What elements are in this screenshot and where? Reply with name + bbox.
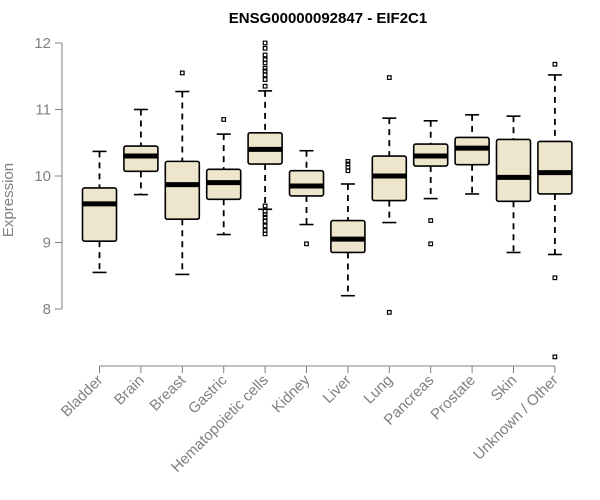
- box-group: [123, 108, 159, 196]
- box-group: [164, 70, 201, 276]
- outlier-point: [552, 354, 558, 360]
- outlier-point: [345, 161, 351, 167]
- outlier-point: [262, 52, 268, 58]
- iqr-box: [330, 219, 366, 254]
- box-group: [288, 149, 325, 247]
- x-tick-label: Brain: [111, 372, 148, 409]
- outlier-point: [262, 77, 268, 82]
- outlier-point: [221, 117, 227, 122]
- y-axis: 8 9 10 11 12: [34, 35, 63, 318]
- outlier-point: [262, 223, 268, 229]
- box-group: [537, 61, 573, 360]
- outlier-point: [262, 40, 268, 46]
- chart-title: ENSG00000092847 - EIF2C1: [229, 10, 427, 27]
- box-group: [205, 117, 242, 236]
- iqr-box: [288, 169, 325, 197]
- y-tick-label: 9: [43, 235, 51, 252]
- outlier-point: [262, 57, 268, 63]
- x-tick-label: Liver: [320, 372, 355, 407]
- y-tick-label: 12: [34, 35, 51, 52]
- x-tick-label: Bladder: [58, 372, 107, 421]
- outlier-point: [428, 241, 434, 247]
- outlier-point: [552, 275, 558, 281]
- outlier-point: [262, 45, 268, 51]
- outlier-point: [304, 241, 309, 247]
- iqr-box: [537, 140, 573, 195]
- y-tick-label: 11: [35, 102, 51, 119]
- outlier-point: [262, 68, 268, 74]
- outlier-point: [345, 158, 351, 164]
- outlier-point: [386, 75, 392, 80]
- iqr-box: [454, 136, 490, 166]
- x-tick-label: Lung: [361, 372, 397, 408]
- iqr-box: [123, 145, 159, 173]
- y-axis-title: Expression: [0, 163, 17, 237]
- outlier-point: [262, 214, 268, 220]
- outlier-point: [262, 228, 268, 233]
- outlier-point: [179, 70, 185, 76]
- boxes-layer: [81, 40, 573, 360]
- outlier-point: [262, 208, 268, 214]
- y-tick-label: 8: [43, 301, 51, 318]
- outlier-point: [552, 61, 558, 67]
- x-tick-label: Breast: [146, 371, 189, 414]
- outlier-point: [262, 203, 268, 209]
- box-group: [495, 115, 532, 254]
- outlier-point: [262, 65, 268, 71]
- x-tick-label: Prostate: [427, 372, 479, 424]
- iqr-box: [495, 138, 532, 203]
- box-group: [412, 120, 449, 247]
- y-tick-label: 10: [34, 168, 51, 185]
- box-group: [247, 40, 283, 237]
- x-tick-label: Kidney: [269, 371, 314, 416]
- x-tick-label: Skin: [488, 372, 521, 405]
- outlier-point: [262, 83, 268, 89]
- outlier-point: [428, 218, 434, 223]
- box-group: [371, 75, 408, 315]
- outlier-point: [262, 72, 268, 78]
- box-group: [330, 158, 366, 297]
- outlier-point: [386, 309, 392, 315]
- iqr-box: [164, 160, 201, 221]
- outlier-point: [262, 218, 268, 224]
- iqr-box: [81, 187, 118, 242]
- box-group: [81, 150, 118, 274]
- box-group: [454, 114, 490, 195]
